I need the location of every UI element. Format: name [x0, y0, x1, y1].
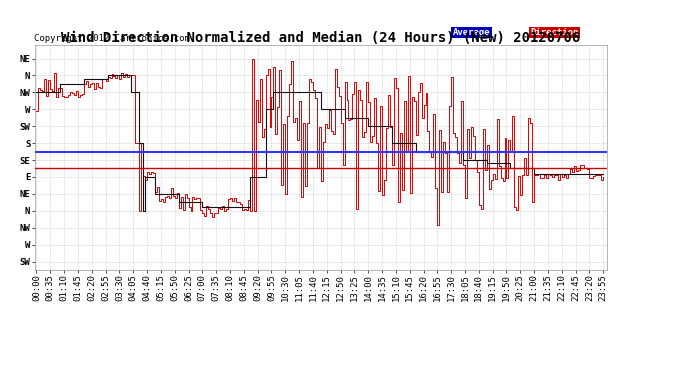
Title: Wind Direction Normalized and Median (24 Hours) (New) 20120706: Wind Direction Normalized and Median (24…	[61, 31, 580, 45]
Text: Average: Average	[453, 28, 490, 37]
Text: Copyright 2012 Cartronics.com: Copyright 2012 Cartronics.com	[34, 34, 190, 43]
Text: Direction: Direction	[530, 28, 578, 37]
